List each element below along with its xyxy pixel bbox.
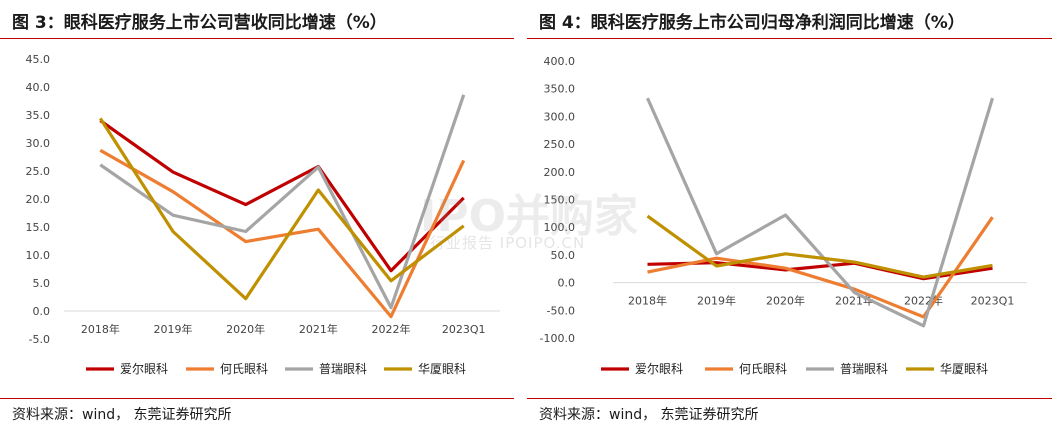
- y-tick-label: -50.0: [547, 304, 575, 317]
- chart-source: 资料来源：wind， 东莞证券研究所: [12, 407, 232, 423]
- net-profit-growth-chart: -100.0 -50.0 0.0 50.0 100.0 150.0 200.0 250.0 30…: [540, 55, 1027, 376]
- y-tick-label: 25.0: [26, 165, 51, 178]
- watermark: IPO并购家: [420, 191, 639, 242]
- y-tick-label: 0.0: [558, 277, 576, 290]
- y-tick-label: 35.0: [26, 109, 51, 122]
- x-tick-label: 2020年: [226, 322, 265, 336]
- chart-title: 图 3：眼科医疗服务上市公司营收同比增速（%）: [12, 13, 387, 33]
- y-tick-label: 100.0: [544, 221, 576, 234]
- y-tick-label: 40.0: [26, 81, 51, 94]
- title-rule: [0, 38, 514, 39]
- legend-label: 爱尔眼科: [120, 361, 168, 376]
- x-tick-label: 2018年: [81, 322, 120, 336]
- y-tick-label: 20.0: [26, 193, 51, 206]
- y-tick-label: 300.0: [544, 110, 576, 123]
- legend-label: 爱尔眼科: [635, 361, 683, 376]
- series-line: [647, 261, 993, 281]
- legend-label: 何氏眼科: [739, 362, 787, 376]
- chart-title: 图 4：眼科医疗服务上市公司归母净利润同比增速（%）: [539, 13, 965, 33]
- legend-label: 普瑞眼科: [319, 362, 367, 376]
- y-tick-label: 150.0: [544, 194, 576, 207]
- x-tick-label: 2021年: [299, 322, 338, 336]
- source-rule: [0, 398, 514, 399]
- chart-source: 资料来源：wind， 东莞证券研究所: [539, 407, 759, 423]
- y-tick-label: 200.0: [544, 166, 576, 179]
- legend-label: 华厦眼科: [940, 362, 988, 376]
- x-tick-label: 2019年: [154, 322, 193, 336]
- source-rule: [527, 398, 1052, 399]
- watermark-sub: 行业报告 IPOIPO.CN: [430, 234, 586, 252]
- series-line: [647, 216, 994, 319]
- title-rule: [527, 38, 1052, 39]
- y-tick-label: 45.0: [26, 53, 51, 66]
- y-tick-label: 0.0: [33, 305, 51, 318]
- revenue-growth-chart: -5.0 0.0 5.0 10.0 15.0 20.0 25.0 30.0 35.0 40.0 45…: [26, 53, 500, 376]
- x-tick-label: 2019年: [697, 294, 736, 308]
- y-tick-label: 30.0: [26, 137, 51, 150]
- y-tick-label: 10.0: [26, 249, 51, 262]
- y-tick-label: 15.0: [26, 221, 51, 234]
- series-line: [646, 97, 995, 328]
- x-tick-label: 2023Q1: [442, 323, 486, 336]
- legend-label: 普瑞眼科: [840, 362, 888, 376]
- legend-label: 何氏眼科: [220, 362, 268, 376]
- y-tick-label: 400.0: [544, 55, 576, 68]
- chart-panel-right: 图 4：眼科医疗服务上市公司归母净利润同比增速（%） -100.0 -50.0 0.…: [527, 0, 1058, 434]
- series-line: [99, 119, 465, 273]
- x-tick-label: 2020年: [766, 294, 805, 308]
- x-tick-label: 2022年: [372, 322, 411, 336]
- x-tick-label: 2023Q1: [971, 295, 1015, 308]
- legend-label: 华厦眼科: [418, 362, 466, 376]
- chart-panel-left: 图 3：眼科医疗服务上市公司营收同比增速（%） -5.0 0.0 5.0 10.0 15…: [0, 0, 520, 434]
- y-tick-label: 50.0: [551, 249, 576, 262]
- y-tick-label: 350.0: [544, 83, 576, 96]
- series-line: [646, 214, 993, 279]
- y-tick-label: 250.0: [544, 138, 576, 151]
- series-line: [99, 148, 466, 319]
- y-tick-label: 5.0: [33, 277, 51, 290]
- y-tick-label: -5.0: [29, 333, 50, 346]
- x-tick-label: 2018年: [628, 294, 667, 308]
- series-line: [98, 117, 465, 301]
- y-tick-label: -100.0: [540, 332, 575, 345]
